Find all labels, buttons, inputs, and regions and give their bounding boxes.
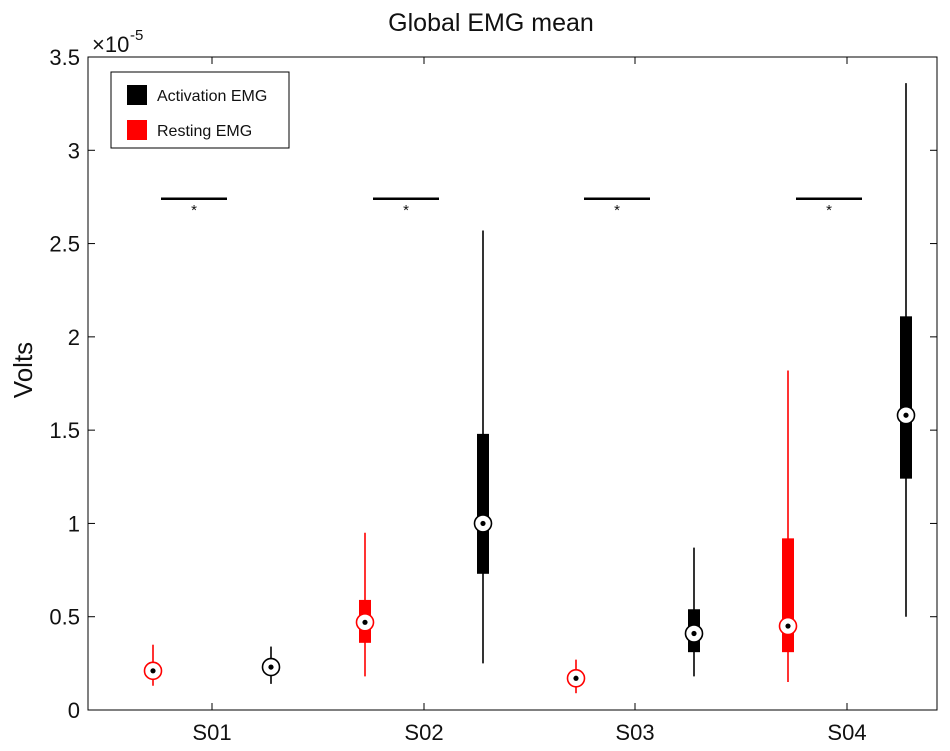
box-median-dot [785,623,791,629]
box-plots [143,83,916,694]
box-median-dot [362,619,368,625]
box-resting-emg-s01 [143,644,163,686]
y-tick-label: 0 [68,698,80,723]
y-tick-label: 3 [68,138,80,163]
y-tick-label: 2.5 [49,232,80,257]
box-iqr [477,433,489,574]
chart-title: Global EMG mean [388,9,594,37]
y-exponent-power: -5 [130,27,143,44]
box-median-dot [150,668,156,674]
y-tick-label: 1 [68,511,80,536]
box-activation-emg-s01 [261,646,281,684]
legend-label-resting: Resting EMG [157,123,252,140]
y-exponent-base: ×10 [92,32,129,57]
y-tick-label: 1.5 [49,418,80,443]
box-median-dot [573,675,579,681]
significance-star: * [826,202,832,219]
legend-label-activation: Activation EMG [157,88,267,105]
significance-markers: * * * * [161,197,862,219]
box-activation-emg-s04 [896,83,916,617]
legend-swatch-resting [127,120,147,140]
significance-star: * [403,202,409,219]
box-median-dot [691,630,697,637]
box-activation-emg-s03 [684,547,704,677]
box-activation-emg-s02 [473,230,493,664]
x-tick-label: S01 [192,720,231,745]
plot-area-frame [87,56,938,711]
box-resting-emg-s02 [355,532,375,677]
y-tick-label: 3.5 [49,45,80,70]
y-axis: 0 0.5 1 1.5 2 2.5 3 3.5 [49,45,937,723]
box-median-dot [903,412,909,418]
legend: Activation EMG Resting EMG [110,71,290,149]
y-axis-label: Volts [8,342,38,398]
x-tick-label: S04 [827,720,866,745]
box-median-dot [268,664,274,670]
box-iqr [900,316,912,479]
box-resting-emg-s04 [778,370,798,683]
significance-star: * [614,202,620,219]
x-tick-label: S03 [615,720,654,745]
x-axis: S01 S02 S03 S04 [192,57,867,745]
x-tick-label: S02 [404,720,443,745]
box-median-dot [480,520,486,527]
box-resting-emg-s03 [566,659,586,694]
y-tick-label: 2 [68,325,80,350]
significance-star: * [191,202,197,219]
legend-swatch-activation [127,85,147,105]
y-tick-label: 0.5 [49,605,80,630]
